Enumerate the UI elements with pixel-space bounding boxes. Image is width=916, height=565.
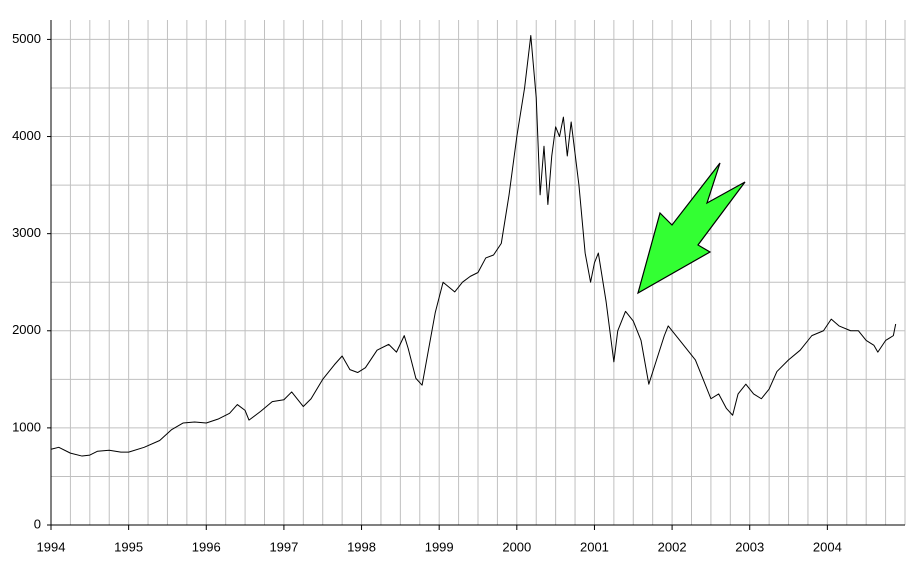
y-tick-label: 4000	[12, 128, 41, 143]
y-tick-label: 2000	[12, 322, 41, 337]
x-tick-label: 2001	[580, 539, 609, 554]
x-tick-label: 1995	[114, 539, 143, 554]
y-tick-label: 3000	[12, 225, 41, 240]
x-tick-label: 1997	[269, 539, 298, 554]
x-tick-label: 1999	[425, 539, 454, 554]
x-tick-label: 2004	[813, 539, 842, 554]
tick-labels: 1994 1995 1996 1997 1998 1999 2000 2001 2002 2003…	[12, 31, 842, 555]
y-tick-label: 0	[34, 516, 41, 531]
y-tick-label: 1000	[12, 419, 41, 434]
x-tick-label: 1994	[37, 539, 66, 554]
x-tick-label: 1998	[347, 539, 376, 554]
x-tick-label: 1996	[192, 539, 221, 554]
y-tick-label: 5000	[12, 31, 41, 46]
arrow	[637, 162, 746, 295]
x-tick-label: 2002	[658, 539, 687, 554]
plot	[50, 35, 897, 457]
line	[50, 35, 897, 457]
x-tick-label: 2000	[502, 539, 531, 554]
x-tick-label: 2003	[735, 539, 764, 554]
